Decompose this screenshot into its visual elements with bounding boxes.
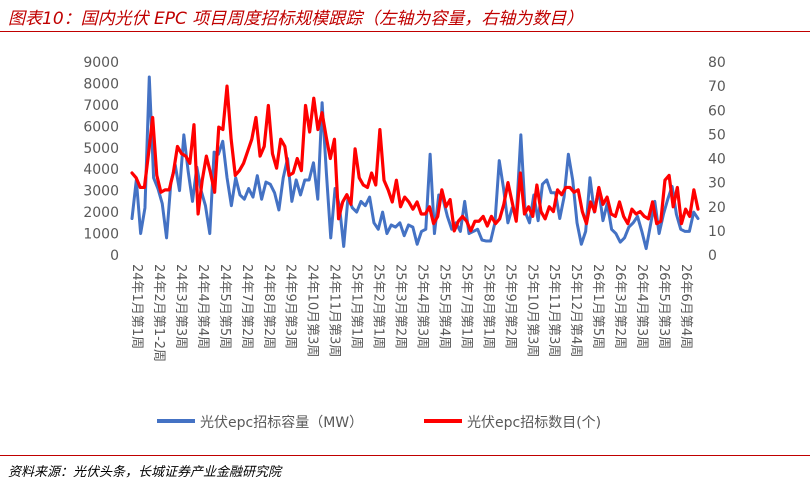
series-line-count	[130, 84, 700, 233]
x-tick-label: 24年1月第1周	[129, 264, 144, 349]
y-left-tick-label: 8000	[83, 76, 119, 92]
x-tick-label: 26年3月第2周	[612, 264, 627, 349]
y-left-tick-label: 6000	[83, 119, 119, 135]
y-left-tick-label: 7000	[83, 98, 119, 114]
y-right-tick-label: 40	[708, 152, 726, 168]
x-tick-label: 25年2月第1周	[371, 264, 386, 349]
y-left-tick-label: 1000	[83, 227, 119, 243]
x-tick-label: 25年10月第3周	[524, 264, 539, 357]
series-line-capacity	[130, 75, 700, 251]
x-tick-label: 25年11月第3周	[546, 264, 561, 357]
x-tick-label: 26年1月第5周	[590, 264, 605, 349]
y-left-tick-label: 0	[110, 248, 119, 264]
x-tick-label: 25年9月第2周	[502, 264, 517, 349]
x-tick-label: 26年5月第3周	[656, 264, 671, 349]
y-right-tick-label: 10	[708, 224, 726, 240]
x-tick-label: 25年3月第2周	[393, 264, 408, 349]
chart-title: 图表10：国内光伏 EPC 项目周度招标规模跟踪（左轴为容量，右轴为数目）	[8, 9, 584, 29]
y-right-tick-label: 70	[708, 79, 726, 95]
y-left-tick-label: 2000	[83, 205, 119, 221]
source-divider	[0, 455, 810, 456]
source-note: 资料来源：光伏头条，长城证券产业金融研究院	[8, 465, 282, 480]
y-right-tick-label: 80	[708, 55, 726, 71]
x-tick-label: 25年7月第1周	[458, 264, 473, 349]
x-tick-label: 24年8月第2周	[261, 264, 276, 349]
legend-label: 光伏epc招标数目(个)	[467, 415, 601, 431]
x-tick-label: 24年10月第3周	[305, 264, 320, 357]
y-right-tick-label: 50	[708, 127, 726, 143]
right-axis: 0 10 20 30 40 50 60 70 80	[708, 55, 726, 264]
left-axis: 0 1000 2000 3000 4000 5000 6000 7000 8000 9000	[83, 55, 119, 264]
x-tick-label: 25年8月第1周	[480, 264, 495, 349]
x-axis: 24年1月第1周 24年2月第1-2周 24年3月第3周 24年4月第4周 24年5月第…	[129, 264, 693, 362]
legend-label: 光伏epc招标容量（MW）	[200, 414, 363, 431]
x-tick-label: 25年5月第4周	[436, 264, 451, 349]
x-tick-label: 25年4月第3周	[414, 264, 429, 349]
x-tick-label: 26年4月第3周	[634, 264, 649, 349]
x-tick-label: 24年7月第2周	[239, 264, 254, 349]
y-left-tick-label: 9000	[83, 55, 119, 71]
x-tick-label: 25年12月第4周	[568, 264, 583, 357]
x-tick-label: 26年6月第4周	[678, 264, 693, 349]
x-tick-label: 24年9月第3周	[283, 264, 298, 349]
y-right-tick-label: 20	[708, 200, 726, 216]
legend: 光伏epc招标容量（MW） 光伏epc招标数目(个)	[157, 414, 601, 431]
x-tick-label: 24年4月第4周	[195, 264, 210, 349]
title-divider	[0, 31, 810, 32]
y-right-tick-label: 0	[708, 248, 717, 264]
y-left-tick-label: 3000	[83, 184, 119, 200]
y-right-tick-label: 60	[708, 103, 726, 119]
x-tick-label: 24年5月第5周	[217, 264, 232, 349]
y-left-tick-label: 4000	[83, 162, 119, 178]
x-tick-label: 24年2月第1-2周	[151, 264, 166, 362]
plot-area	[130, 75, 700, 251]
y-right-tick-label: 30	[708, 176, 726, 192]
x-tick-label: 24年11月第3周	[327, 264, 342, 357]
x-tick-label: 25年1月第1周	[349, 264, 364, 349]
y-left-tick-label: 5000	[83, 141, 119, 157]
x-tick-label: 24年3月第3周	[173, 264, 188, 349]
